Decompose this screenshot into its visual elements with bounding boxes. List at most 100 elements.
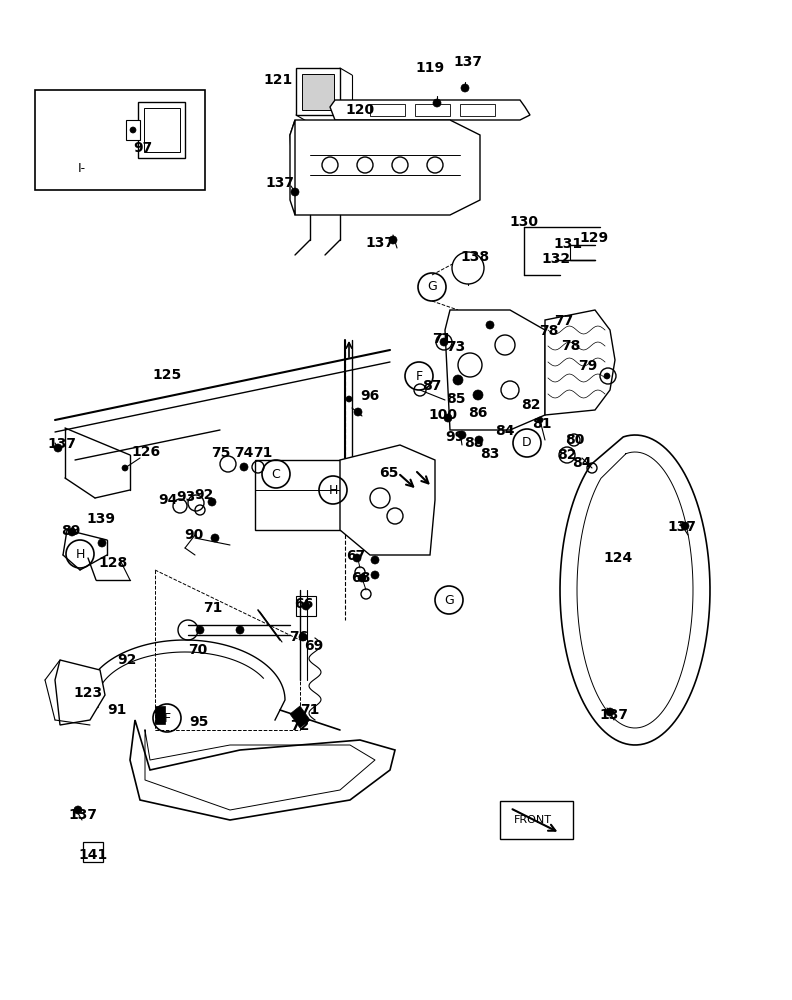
Circle shape xyxy=(604,373,610,379)
Text: 71: 71 xyxy=(432,332,451,346)
Text: FRONT: FRONT xyxy=(514,815,552,825)
Text: 132: 132 xyxy=(542,252,570,266)
Text: 137: 137 xyxy=(48,437,77,451)
Polygon shape xyxy=(255,460,430,530)
Circle shape xyxy=(371,571,379,579)
Text: 139: 139 xyxy=(86,512,116,526)
Circle shape xyxy=(291,188,299,196)
Text: 78: 78 xyxy=(539,324,558,338)
Polygon shape xyxy=(545,310,615,415)
Bar xyxy=(415,104,450,116)
Text: G: G xyxy=(444,593,454,606)
Text: 76: 76 xyxy=(289,630,309,644)
Text: 85: 85 xyxy=(446,392,466,406)
Text: 66: 66 xyxy=(295,597,314,611)
Text: 71: 71 xyxy=(204,601,223,615)
Circle shape xyxy=(353,554,361,562)
Circle shape xyxy=(606,708,614,716)
Text: F: F xyxy=(163,712,170,724)
Text: 69: 69 xyxy=(304,639,324,653)
Circle shape xyxy=(98,539,106,547)
Text: 68: 68 xyxy=(352,571,371,585)
Text: 73: 73 xyxy=(447,340,466,354)
Text: 130: 130 xyxy=(509,215,539,229)
Circle shape xyxy=(371,556,379,564)
Polygon shape xyxy=(560,435,710,745)
Text: C: C xyxy=(272,468,280,481)
Text: 100: 100 xyxy=(428,408,458,422)
Text: 137: 137 xyxy=(265,176,295,190)
Text: 78: 78 xyxy=(562,339,581,353)
Text: 77: 77 xyxy=(554,314,573,328)
Text: 71: 71 xyxy=(300,703,320,717)
Polygon shape xyxy=(290,120,480,215)
Circle shape xyxy=(475,436,483,444)
Bar xyxy=(302,74,334,110)
Text: 92: 92 xyxy=(194,488,214,502)
Text: 84: 84 xyxy=(573,456,592,470)
Circle shape xyxy=(236,626,244,634)
Text: 70: 70 xyxy=(188,643,208,657)
Text: 81: 81 xyxy=(532,417,552,431)
Text: 72: 72 xyxy=(291,719,310,733)
Text: 82: 82 xyxy=(521,398,541,412)
Circle shape xyxy=(208,498,216,506)
Circle shape xyxy=(453,375,463,385)
Circle shape xyxy=(68,528,76,536)
Bar xyxy=(83,842,103,862)
Text: 67: 67 xyxy=(346,549,366,563)
Text: H: H xyxy=(329,484,337,496)
Text: 94: 94 xyxy=(158,493,177,507)
Bar xyxy=(460,104,495,116)
Text: 120: 120 xyxy=(345,103,375,117)
Text: G: G xyxy=(427,280,437,294)
Text: D: D xyxy=(522,436,531,450)
Circle shape xyxy=(196,626,204,634)
Text: 88: 88 xyxy=(464,436,484,450)
Circle shape xyxy=(461,84,469,92)
Text: 91: 91 xyxy=(107,703,127,717)
Text: 137: 137 xyxy=(454,55,482,69)
Text: 90: 90 xyxy=(185,528,204,542)
Circle shape xyxy=(681,522,689,530)
Circle shape xyxy=(354,408,362,416)
Bar xyxy=(370,104,405,116)
Text: 84: 84 xyxy=(495,424,515,438)
Polygon shape xyxy=(130,720,395,820)
Text: 123: 123 xyxy=(74,686,102,700)
Text: 75: 75 xyxy=(211,446,230,460)
Circle shape xyxy=(122,465,128,471)
Text: F: F xyxy=(416,369,423,382)
Text: 93: 93 xyxy=(177,490,196,504)
Polygon shape xyxy=(290,120,295,215)
Text: 89: 89 xyxy=(61,524,81,538)
Polygon shape xyxy=(290,706,310,728)
Circle shape xyxy=(444,414,452,422)
Circle shape xyxy=(358,574,366,582)
Circle shape xyxy=(433,99,441,107)
Text: 119: 119 xyxy=(416,61,444,75)
Bar xyxy=(500,801,573,839)
Circle shape xyxy=(211,534,219,542)
Bar xyxy=(296,596,316,616)
Circle shape xyxy=(74,806,82,814)
Text: 137: 137 xyxy=(365,236,394,250)
Text: 128: 128 xyxy=(98,556,128,570)
Circle shape xyxy=(240,463,248,471)
Circle shape xyxy=(54,444,62,452)
Text: 99: 99 xyxy=(445,430,465,444)
Polygon shape xyxy=(445,310,545,430)
Circle shape xyxy=(452,252,484,284)
Circle shape xyxy=(389,236,397,244)
Text: 124: 124 xyxy=(604,551,633,565)
Text: 74: 74 xyxy=(234,446,253,460)
Circle shape xyxy=(473,390,483,400)
Polygon shape xyxy=(330,100,530,120)
Text: 129: 129 xyxy=(580,231,608,245)
Circle shape xyxy=(486,321,494,329)
Text: 83: 83 xyxy=(480,447,500,461)
Text: 95: 95 xyxy=(189,715,208,729)
Text: 86: 86 xyxy=(468,406,488,420)
Text: 138: 138 xyxy=(460,250,489,264)
Text: 87: 87 xyxy=(422,379,442,393)
